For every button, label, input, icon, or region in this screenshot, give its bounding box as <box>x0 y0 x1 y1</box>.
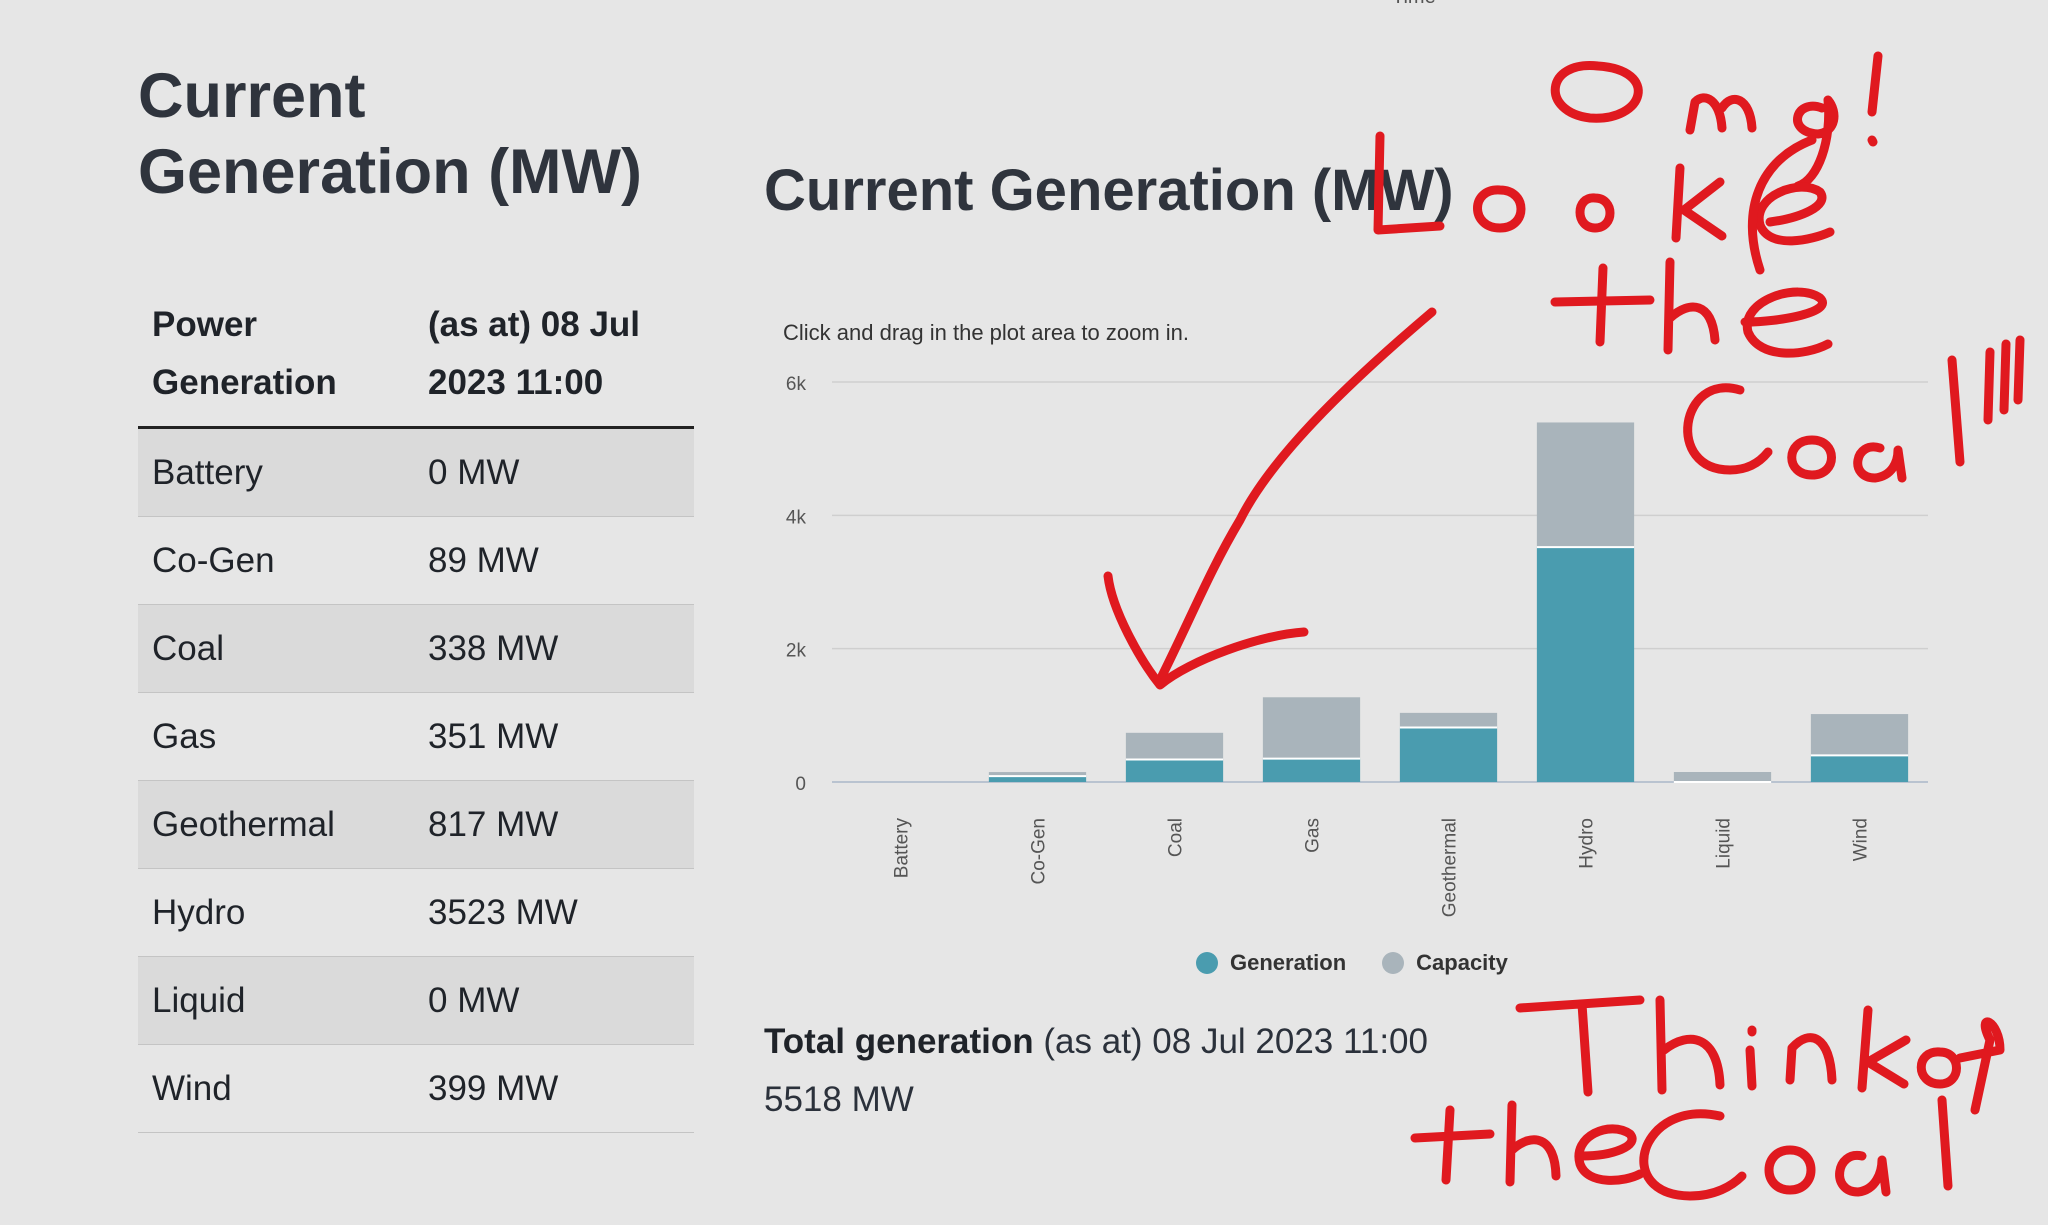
header-as-at: (as at) 08 Jul 2023 11:00 <box>414 292 694 429</box>
y-tick-label: 0 <box>795 774 806 795</box>
chart-zoom-hint: Click and drag in the plot area to zoom … <box>783 320 1190 345</box>
bar-capacity-geothermal[interactable] <box>1399 712 1498 728</box>
bar-generation-wind[interactable] <box>1810 755 1909 782</box>
bar-capacity-hydro[interactable] <box>1536 422 1635 548</box>
x-tick-label: Wind <box>1851 818 1872 861</box>
bar-capacity-gas[interactable] <box>1262 697 1361 759</box>
row-value: 338 MW <box>414 604 694 693</box>
row-source: Coal <box>138 604 414 693</box>
row-value: 351 MW <box>414 692 694 781</box>
y-tick-label: 6k <box>786 374 807 395</box>
total-generation-line: Total generation (as at) 08 Jul 2023 11:… <box>764 1022 1428 1062</box>
x-tick-label: Liquid <box>1714 818 1735 869</box>
table-row: Gas 351 MW <box>138 692 694 781</box>
row-value: 0 MW <box>414 427 694 517</box>
bar-generation-coal[interactable] <box>1125 759 1224 782</box>
row-source: Geothermal <box>138 780 414 869</box>
y-tick-label: 4k <box>786 507 807 528</box>
table-header-row: Power Generation (as at) 08 Jul 2023 11:… <box>138 292 694 429</box>
bar-generation-hydro[interactable] <box>1536 547 1635 782</box>
table-row: Coal 338 MW <box>138 604 694 693</box>
row-source: Co-Gen <box>138 516 414 605</box>
legend-label-capacity: Capacity <box>1416 950 1508 975</box>
total-generation-as-at: (as at) 08 Jul 2023 11:00 <box>1033 1022 1428 1061</box>
bar-capacity-wind[interactable] <box>1810 714 1909 756</box>
y-tick-label: 2k <box>786 641 807 662</box>
row-value: 399 MW <box>414 1044 694 1133</box>
generation-table: Power Generation (as at) 08 Jul 2023 11:… <box>138 292 694 1133</box>
bar-capacity-coal[interactable] <box>1125 732 1224 760</box>
bar-generation-gas[interactable] <box>1262 758 1361 782</box>
legend-dot-generation <box>1196 952 1218 974</box>
page-title: Current Generation (MW) <box>138 61 642 207</box>
bar-generation-geothermal[interactable] <box>1399 727 1498 782</box>
row-value: 89 MW <box>414 516 694 605</box>
bar-capacity-co-gen[interactable] <box>988 772 1087 777</box>
x-tick-label: Hydro <box>1577 818 1598 869</box>
row-source: Gas <box>138 692 414 781</box>
x-tick-label: Coal <box>1166 818 1187 857</box>
total-generation-value: 5518 MW <box>764 1080 914 1119</box>
table-row: Battery 0 MW <box>138 427 694 517</box>
row-source: Hydro <box>138 868 414 957</box>
chart-legend: Generation Capacity <box>1196 950 1508 976</box>
row-value: 3523 MW <box>414 868 694 957</box>
legend-item-capacity[interactable]: Capacity <box>1382 950 1508 976</box>
x-tick-label: Gas <box>1303 818 1324 853</box>
chart-title: Current Generation (MW) <box>764 158 1454 223</box>
row-value: 0 MW <box>414 956 694 1045</box>
row-source: Liquid <box>138 956 414 1045</box>
legend-dot-capacity <box>1382 952 1405 974</box>
legend-item-generation[interactable]: Generation <box>1196 950 1346 976</box>
x-tick-label: Battery <box>892 818 913 879</box>
table-row: Co-Gen 89 MW <box>138 516 694 605</box>
table-row: Wind 399 MW <box>138 1044 694 1133</box>
bar-capacity-liquid[interactable] <box>1673 772 1772 782</box>
row-source: Battery <box>138 427 414 517</box>
table-row: Liquid 0 MW <box>138 956 694 1045</box>
cut-off-axis-label: Time <box>1392 0 1436 9</box>
header-power-generation: Power Generation <box>138 292 414 429</box>
legend-label-generation: Generation <box>1230 950 1347 975</box>
x-tick-label: Co-Gen <box>1029 818 1050 885</box>
total-generation-label: Total generation <box>764 1022 1034 1061</box>
x-tick-label: Geothermal <box>1440 818 1461 917</box>
row-value: 817 MW <box>414 780 694 869</box>
table-row: Geothermal 817 MW <box>138 780 694 869</box>
bar-generation-co-gen[interactable] <box>988 776 1087 782</box>
row-source: Wind <box>138 1044 414 1133</box>
table-row: Hydro 3523 MW <box>138 868 694 957</box>
